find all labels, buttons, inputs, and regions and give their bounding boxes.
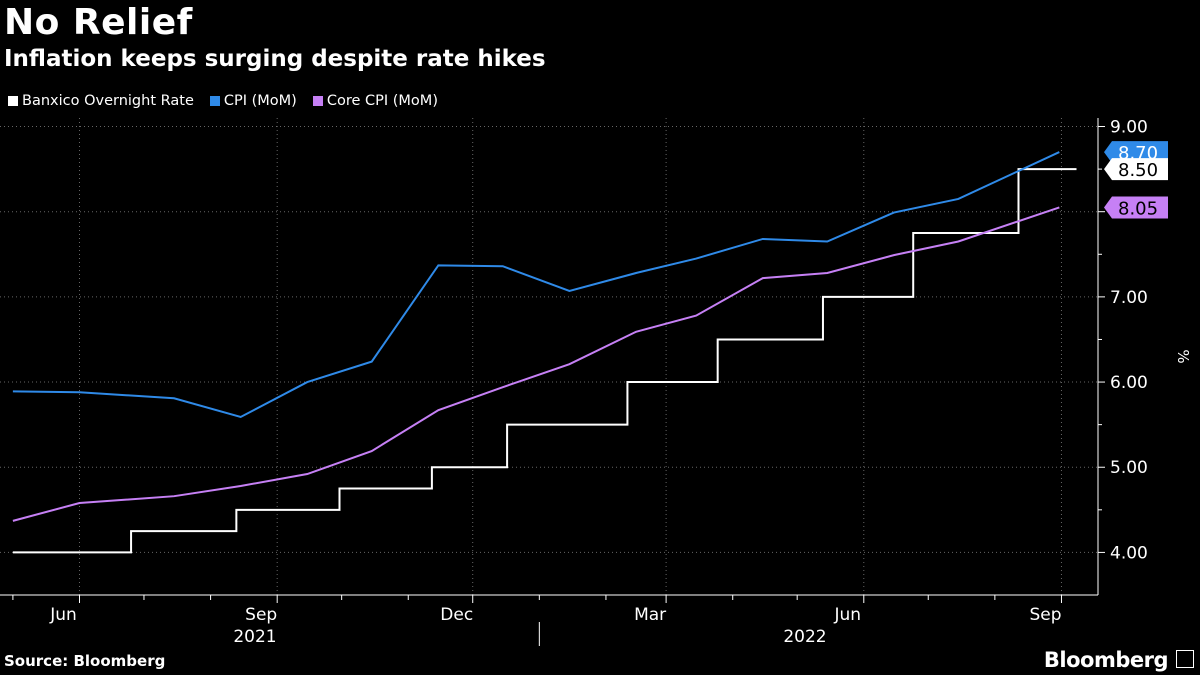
legend-label-core-cpi: Core CPI (MoM) [326, 93, 438, 109]
y-tick-label: 4.00 [1110, 543, 1148, 563]
series-line-cpi [12, 151, 1060, 419]
y-tick-label: 9.00 [1110, 118, 1148, 138]
brand-icon [1176, 650, 1194, 668]
end-label-core-cpi-bg [1104, 196, 1168, 219]
legend-item-core-cpi: Core CPI (MoM) [312, 93, 438, 109]
x-year-label: 2022 [783, 627, 826, 647]
source-note: Source: Bloomberg [4, 652, 166, 670]
y-tick-label: 5.00 [1110, 458, 1148, 478]
end-label-cpi-bg [1104, 141, 1168, 164]
legend-item-rate: Banxico Overnight Rate [8, 93, 194, 109]
y-axis-unit: % [1174, 349, 1192, 363]
legend: Banxico Overnight Rate CPI (MoM) Core CP… [8, 93, 438, 109]
legend-swatch-core-cpi [312, 96, 323, 106]
legend-swatch-rate [8, 96, 18, 106]
legend-item-cpi: CPI (MoM) [209, 93, 297, 109]
series-line-core-cpi [12, 206, 1060, 522]
x-tick-label: Sep [1029, 605, 1061, 625]
x-tick-label: Mar [634, 605, 666, 625]
brand-logo: Bloomberg [1043, 648, 1169, 672]
y-tick-label: 6.00 [1110, 373, 1148, 393]
chart-title: No Relief [4, 2, 193, 43]
end-label-banxico-rate: 8.50 [1118, 160, 1158, 181]
legend-swatch-cpi [209, 96, 220, 106]
series-line-banxico-rate [12, 168, 1077, 554]
x-tick-label: Dec [440, 605, 473, 625]
legend-label-cpi: CPI (MoM) [223, 93, 297, 109]
x-year-label: 2021 [233, 627, 276, 647]
legend-label-rate: Banxico Overnight Rate [22, 93, 194, 109]
end-label-banxico-rate-bg [1104, 158, 1168, 181]
y-tick-label: 7.00 [1110, 288, 1148, 308]
x-tick-label: Jun [834, 605, 862, 625]
x-tick-label: Jun [49, 605, 77, 625]
end-label-core-cpi: 8.05 [1118, 198, 1158, 219]
chart-subtitle: Inflation keeps surging despite rate hik… [4, 46, 546, 72]
x-tick-label: Sep [245, 605, 277, 625]
